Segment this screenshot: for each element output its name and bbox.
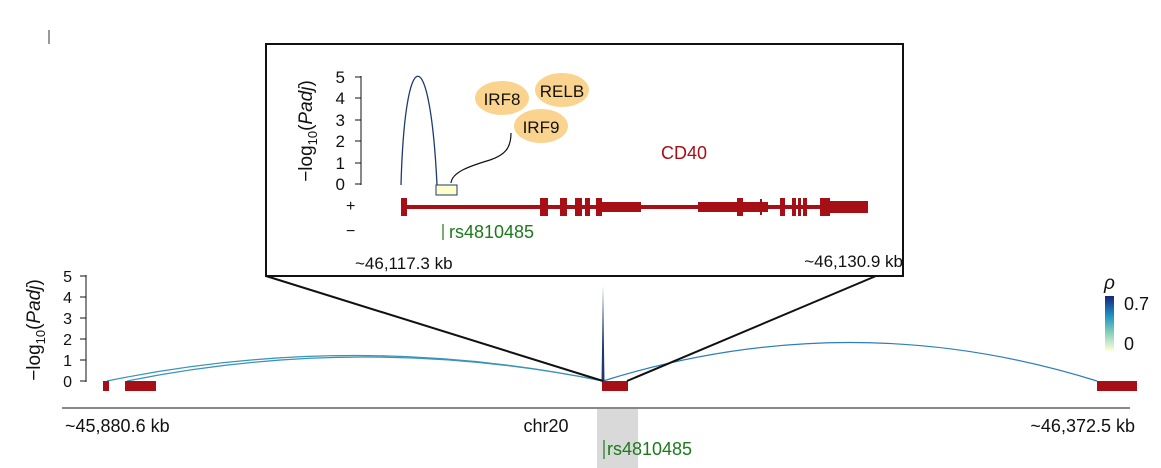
main-y-axis-label: −log10(Padj) [24,279,48,381]
inset-y-axis-label: −log10(Padj) [296,80,320,182]
zoom-connector-left [265,275,604,382]
gene-exon [798,198,801,216]
colorbar-max-label: 0.7 [1124,294,1149,314]
main-y-tick-label: 5 [63,269,72,286]
inset-panel: −log10(Padj) 5 4 3 2 1 0 IRF8 [265,43,904,277]
gene-exon [560,198,567,216]
loop-arc-left-inner [126,356,604,382]
gene-exon [401,198,407,216]
loop-arc-right [602,341,1098,382]
main-y-tick-label: 4 [63,290,72,307]
gene-exon [585,198,590,216]
gene-exon [596,198,602,216]
gene-exon [820,198,830,216]
main-signal-spike [601,286,605,381]
inset-signal-peak [400,75,438,186]
inset-frame [265,43,904,277]
gene-block [125,381,156,391]
tf-binding-connector [450,132,512,184]
main-y-tick-label: 1 [63,353,72,370]
gene-exon [803,198,807,216]
rho-colorbar: ρ 0.7 0 [1103,273,1149,354]
gene-utr [602,202,641,212]
gene-exon [540,198,548,216]
gene-model-cd40 [401,198,868,216]
gene-utr [830,201,868,213]
gene-block [103,381,109,391]
gene-utr [698,202,768,212]
tf-bubble-shape [535,73,589,107]
main-y-ticks: 5 4 3 2 1 0 [63,269,86,391]
tf-bubble-shape [475,81,529,115]
gene-exon [575,198,582,216]
gene-exon [780,198,785,216]
main-x-end-label: ~46,372.5 kb [1030,416,1135,436]
zoom-connector-right [626,275,877,382]
colorbar-title: ρ [1103,273,1115,294]
strand-plus-label: + [346,198,355,215]
inset-y-tick-label: 3 [336,111,345,130]
inset-x-start-label: ~46,117.3 kb [355,254,453,273]
inset-y-tick-label: 4 [336,89,345,108]
inset-x-end-label: ~46,130.9 kb [804,252,903,271]
gene-block [1097,381,1137,391]
main-panel: −log10(Padj) 5 4 3 2 1 0 [24,269,1137,468]
colorbar-gradient [1105,296,1114,351]
tf-label: IRF9 [523,118,560,137]
tf-bubble-relb: RELB [535,73,589,107]
tf-label: RELB [540,82,584,101]
main-x-start-label: ~45,880.6 kb [65,416,170,436]
main-snp-label: rs4810485 [607,439,692,459]
inset-y-tick-label: 1 [336,154,345,173]
gene-exon [792,198,796,216]
main-y-tick-label: 2 [63,332,72,349]
gene-exon [760,199,762,215]
inset-y-tick-label: 0 [336,175,345,194]
colorbar-min-label: 0 [1124,334,1134,354]
tf-bubble-irf8: IRF8 [475,81,529,115]
tf-bubble-shape [514,109,568,143]
inset-y-tick-label: 2 [336,132,345,151]
inset-y-tick-label: 5 [336,68,345,87]
tf-bubble-irf9: IRF9 [514,109,568,143]
chromosome-label: chr20 [523,416,568,436]
main-y-tick-label: 3 [63,311,72,328]
inset-snp-label: rs4810485 [449,222,534,242]
inset-snp-region-box [435,184,458,196]
inset-y-ticks: 5 4 3 2 1 0 [336,68,361,194]
strand-minus-label: − [346,223,355,240]
tf-label: IRF8 [484,90,521,109]
gene-block-cd40 [602,381,628,391]
gene-exon [737,198,743,216]
main-y-tick-label: 0 [63,374,72,391]
gene-label-cd40: CD40 [661,143,707,163]
